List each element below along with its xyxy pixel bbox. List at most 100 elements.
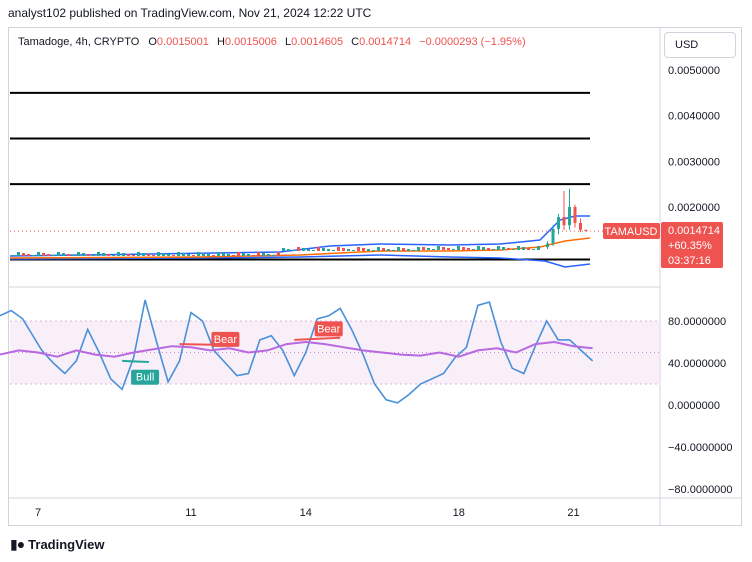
band-basis	[9, 237, 591, 259]
candle	[242, 253, 245, 256]
candle	[237, 252, 240, 256]
bear-signal-line	[294, 336, 341, 341]
footer-brand[interactable]: ▮● TradingView	[10, 536, 105, 553]
candle	[192, 255, 195, 256]
candle	[307, 249, 310, 251]
candle	[372, 250, 375, 251]
candle	[527, 248, 530, 250]
osc-tick-label: −80.0000000	[668, 484, 733, 496]
candle	[472, 249, 475, 250]
bear-label-box	[314, 321, 343, 337]
candle	[232, 255, 235, 256]
candle	[522, 247, 525, 250]
candle	[107, 254, 110, 256]
time-tick-label: 7	[35, 507, 41, 519]
candle	[517, 246, 520, 250]
candle	[432, 249, 435, 250]
candle	[12, 255, 15, 256]
candle	[112, 255, 115, 256]
candle	[584, 229, 588, 232]
candle	[97, 252, 100, 256]
candle	[207, 254, 210, 256]
candle	[277, 252, 280, 256]
candle	[562, 217, 566, 226]
candle	[457, 246, 460, 250]
osc-tick-label: −40.0000000	[668, 442, 733, 454]
candle	[347, 249, 350, 251]
candle	[22, 253, 25, 256]
candle	[482, 247, 485, 250]
candle	[52, 255, 55, 256]
price-tick-label: 0.0020000	[668, 202, 720, 214]
candle	[42, 253, 45, 256]
candle	[551, 228, 555, 244]
candle	[132, 255, 135, 256]
candle	[37, 252, 40, 256]
low-value: 0.0014605	[291, 36, 344, 48]
close-label: C	[351, 36, 360, 48]
badge-ticker: TAMAUSD	[605, 226, 658, 238]
badge-change: +60.35%	[668, 240, 712, 252]
bear-label-text: Bear	[317, 323, 341, 335]
candle	[57, 252, 60, 256]
currency-button[interactable]: USD	[664, 32, 736, 58]
candle	[262, 253, 265, 256]
price-pane	[9, 91, 660, 268]
open-label: O	[148, 36, 157, 48]
candle	[337, 247, 340, 251]
candle	[557, 217, 560, 229]
bull-label-text: Bull	[136, 372, 154, 384]
candle	[297, 247, 300, 251]
bull-label-box	[131, 369, 160, 385]
candle	[437, 246, 440, 250]
time-tick-label: 14	[300, 507, 312, 519]
candle	[147, 254, 150, 256]
candle	[252, 255, 255, 256]
rsi-line	[0, 340, 593, 358]
candle	[402, 248, 405, 251]
candle	[92, 255, 95, 256]
candle	[62, 253, 65, 256]
candle	[573, 207, 577, 223]
candle	[47, 254, 50, 256]
candle	[267, 254, 270, 256]
candle	[447, 248, 450, 250]
candle	[362, 248, 365, 251]
candle	[197, 252, 200, 256]
candle	[382, 248, 385, 251]
candle	[512, 249, 515, 250]
candle	[367, 249, 370, 251]
price-tick-label: 0.0030000	[668, 156, 720, 168]
candle	[352, 250, 355, 251]
candle	[312, 250, 315, 251]
candle	[187, 254, 190, 256]
candle	[72, 255, 75, 256]
axes: 0.0050000 0.0040000 0.0030000 0.0020000 80.0…	[35, 65, 733, 519]
change-value: −0.0000293 (−1.95%)	[419, 36, 526, 48]
candle	[407, 249, 410, 251]
candle	[77, 252, 80, 256]
candle	[546, 243, 549, 248]
osc-tick-label: 40.0000000	[668, 358, 726, 370]
candle	[462, 247, 465, 250]
candle	[182, 253, 185, 256]
candle	[467, 248, 470, 250]
candle	[67, 254, 70, 256]
candle	[17, 252, 20, 256]
brand-name: TradingView	[28, 537, 105, 552]
candle	[142, 253, 145, 256]
candle	[452, 249, 455, 250]
candle	[122, 253, 125, 256]
candle	[87, 254, 90, 256]
candle	[412, 250, 415, 251]
bear-label-text: Bear	[214, 334, 238, 346]
candle	[392, 250, 395, 251]
candle	[477, 246, 480, 250]
low-label: L	[284, 36, 292, 48]
candle	[537, 246, 540, 250]
candle	[287, 249, 290, 251]
candle	[102, 253, 105, 256]
osc-tick-label: 0.0000000	[668, 400, 720, 412]
candle	[532, 249, 535, 250]
